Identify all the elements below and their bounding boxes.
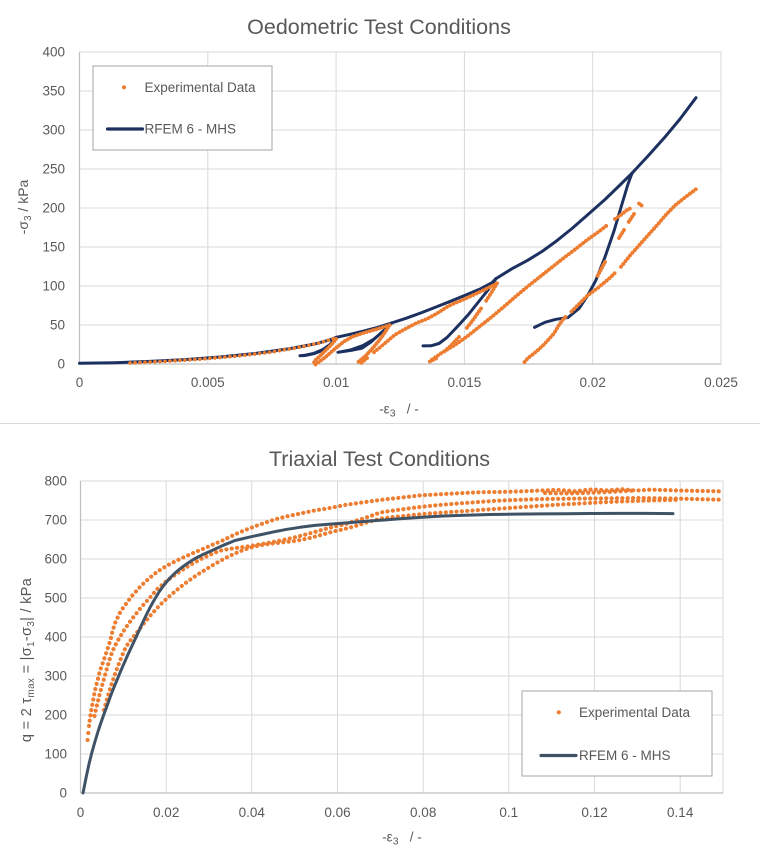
svg-text:0.025: 0.025 [704,375,738,390]
svg-text:0: 0 [76,375,84,390]
svg-text:0.02: 0.02 [580,375,606,390]
svg-text:200: 200 [44,708,67,723]
svg-text:RFEM 6 - MHS: RFEM 6 - MHS [145,122,237,137]
svg-text:0: 0 [59,786,67,801]
svg-text:400: 400 [42,45,65,60]
svg-text:-ε3 / -: -ε3 / - [382,830,422,848]
svg-text:100: 100 [44,747,67,762]
svg-text:800: 800 [44,474,67,489]
svg-text:0.08: 0.08 [410,805,436,820]
svg-text:Triaxial Test Conditions: Triaxial Test Conditions [269,447,490,471]
svg-text:q = 2 τmax = |σ1-σ3| / kPa: q = 2 τmax = |σ1-σ3| / kPa [19,577,37,742]
svg-text:600: 600 [44,552,67,567]
svg-text:300: 300 [44,669,67,684]
svg-text:0: 0 [57,357,65,372]
svg-text:500: 500 [44,591,67,606]
svg-text:Experimental Data: Experimental Data [145,80,257,95]
svg-text:0.015: 0.015 [448,375,482,390]
svg-text:300: 300 [42,123,65,138]
svg-text:Oedometric Test Conditions: Oedometric Test Conditions [247,15,511,39]
svg-text:0.02: 0.02 [153,805,179,820]
svg-text:0.04: 0.04 [239,805,266,820]
svg-text:Experimental Data: Experimental Data [579,705,691,720]
svg-text:50: 50 [50,318,65,333]
svg-text:100: 100 [42,279,65,294]
svg-text:0: 0 [77,805,85,820]
svg-text:350: 350 [42,84,65,99]
svg-text:-ε3 / -: -ε3 / - [379,402,419,420]
svg-text:0.14: 0.14 [667,805,694,820]
svg-text:0.06: 0.06 [324,805,350,820]
svg-text:RFEM 6 - MHS: RFEM 6 - MHS [579,748,671,763]
svg-text:700: 700 [44,513,67,528]
svg-text:200: 200 [42,201,65,216]
svg-text:400: 400 [44,630,67,645]
svg-text:0.12: 0.12 [581,805,607,820]
svg-text:150: 150 [42,240,65,255]
svg-text:0.005: 0.005 [191,375,225,390]
svg-text:0.1: 0.1 [499,805,518,820]
svg-text:0.01: 0.01 [323,375,349,390]
svg-text:250: 250 [42,162,65,177]
